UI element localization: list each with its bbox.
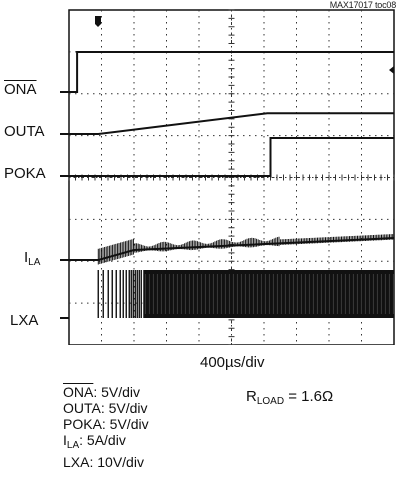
scale-ona: ONA: 5V/div bbox=[63, 384, 141, 400]
trace-outa bbox=[69, 112, 394, 135]
trace-poka bbox=[69, 137, 394, 177]
load-condition: RLOAD = 1.6Ω bbox=[246, 388, 334, 407]
scale-poka: POKA: 5V/div bbox=[63, 416, 149, 432]
channel-label-lxa: LXA bbox=[10, 312, 39, 329]
oscilloscope-plot bbox=[60, 9, 395, 345]
channel-label-ona: ONA bbox=[4, 81, 37, 98]
channel-label-poka: POKA bbox=[4, 165, 46, 182]
scale-ila: ILA: 5A/div bbox=[63, 432, 126, 451]
trace-ila-ripple bbox=[97, 234, 394, 265]
timebase-label: 400µs/div bbox=[200, 354, 265, 371]
scale-lxa: LXA: 10V/div bbox=[63, 454, 144, 470]
channel-label-outa: OUTA bbox=[4, 123, 45, 140]
figure-reference: MAX17017 toc08 bbox=[329, 0, 396, 10]
trigger-level-marker bbox=[389, 66, 394, 74]
trace-ila bbox=[69, 237, 395, 261]
scale-legend: ONA: 5V/div OUTA: 5V/div POKA: 5V/div IL… bbox=[63, 384, 149, 470]
channel-label-ila: ILA bbox=[24, 249, 41, 268]
trace-ona bbox=[69, 51, 394, 93]
switching-continuous bbox=[143, 270, 394, 318]
scale-outa: OUTA: 5V/div bbox=[63, 400, 148, 416]
trigger-marker bbox=[95, 16, 101, 27]
trace-lxa-pulses bbox=[97, 270, 394, 318]
